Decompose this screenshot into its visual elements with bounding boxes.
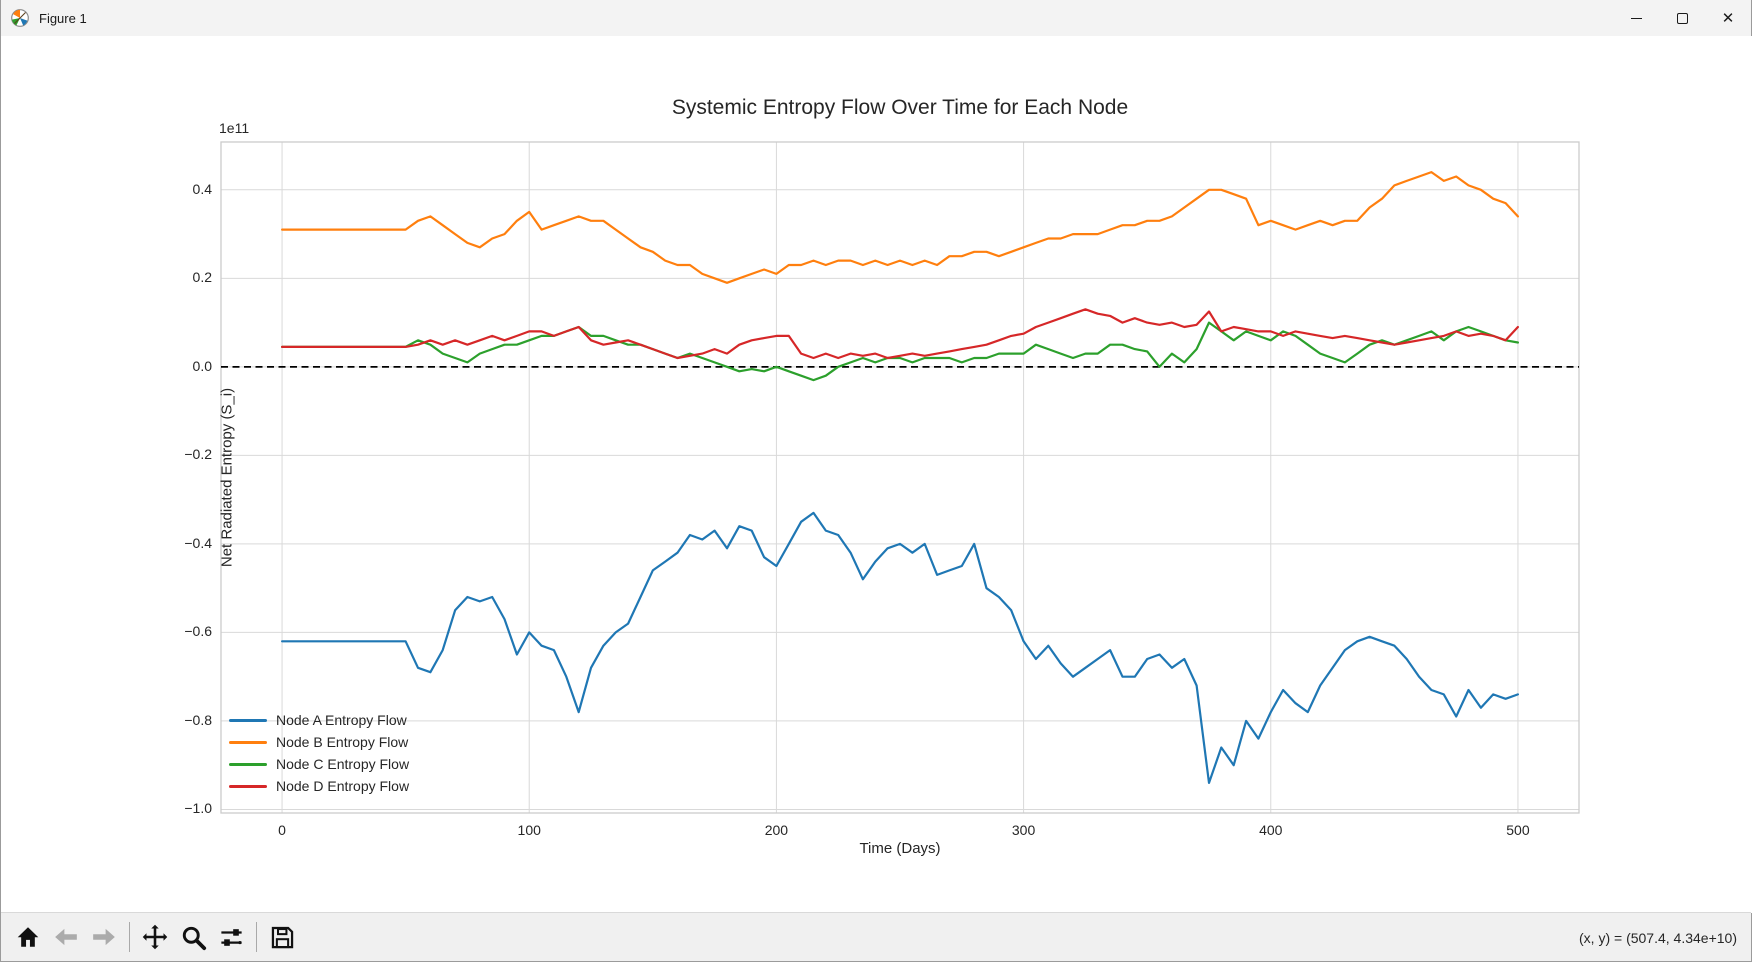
legend-item: Node C Entropy Flow — [229, 753, 409, 775]
toolbar-separator — [256, 922, 257, 952]
series-line-node-c-entropy-flow — [281, 321, 1520, 382]
x-tick-label: 500 — [1506, 822, 1530, 838]
toolbar-separator — [129, 922, 130, 952]
y-tick-label: −1.0 — [184, 800, 212, 817]
minimize-icon — [1630, 17, 1642, 19]
y-tick-label: 0.4 — [192, 180, 212, 197]
legend-item: Node A Entropy Flow — [229, 709, 409, 731]
x-tick-label: 100 — [517, 822, 541, 838]
back-button[interactable] — [49, 920, 83, 954]
sliders-icon — [220, 928, 242, 946]
series-line-node-a-entropy-flow — [281, 511, 1520, 785]
configure-subplots-button[interactable] — [214, 920, 248, 954]
chart-legend: Node A Entropy Flow Node B Entropy Flow No… — [229, 709, 409, 797]
forward-arrow-icon — [93, 928, 115, 946]
home-button[interactable] — [11, 920, 45, 954]
legend-item: Node D Entropy Flow — [229, 775, 409, 797]
x-tick-label: 400 — [1259, 822, 1283, 838]
figure-canvas[interactable]: Systemic Entropy Flow Over Time for Each… — [1, 36, 1752, 913]
cursor-coordinates-readout: (x, y) = (507.4, 4.34e+10) — [1579, 929, 1737, 946]
y-tick-label: −0.8 — [184, 711, 212, 728]
plot-border — [220, 141, 1580, 814]
y-tick-label: −0.4 — [184, 534, 212, 551]
entropy-flow-chart[interactable] — [1, 36, 1752, 913]
home-icon — [17, 927, 39, 947]
y-axis-label: Net Radiated Entropy (S_i) — [218, 387, 236, 568]
close-icon: ✕ — [1721, 8, 1735, 27]
close-button[interactable]: ✕ — [1705, 0, 1751, 36]
matplotlib-logo-icon — [11, 9, 29, 27]
maximize-button[interactable] — [1659, 0, 1705, 36]
window-title: Figure 1 — [39, 10, 87, 26]
save-floppy-icon — [271, 926, 293, 948]
legend-label: Node C Entropy Flow — [276, 756, 410, 772]
maximize-icon — [1676, 12, 1688, 24]
back-arrow-icon — [55, 928, 77, 946]
window-titlebar[interactable]: Figure 1 ✕ — [1, 0, 1751, 36]
series-line-node-b-entropy-flow — [281, 171, 1520, 284]
y-tick-label: 0.0 — [192, 357, 212, 374]
y-tick-label: −0.6 — [184, 623, 212, 640]
legend-line-swatch — [229, 784, 267, 788]
legend-label: Node A Entropy Flow — [276, 712, 407, 728]
x-tick-label: 200 — [764, 822, 789, 838]
save-button[interactable] — [265, 920, 299, 954]
forward-button[interactable] — [87, 920, 121, 954]
legend-item: Node B Entropy Flow — [229, 731, 409, 753]
minimize-button[interactable] — [1613, 0, 1659, 36]
legend-line-swatch — [229, 762, 267, 766]
legend-line-swatch — [229, 718, 267, 722]
zoom-button[interactable] — [176, 920, 210, 954]
x-tick-label: 300 — [1011, 822, 1036, 838]
x-tick-label: 0 — [278, 822, 286, 838]
legend-label: Node D Entropy Flow — [276, 778, 410, 794]
zoom-magnifier-icon — [182, 926, 206, 950]
navigation-toolbar: (x, y) = (507.4, 4.34e+10) — [1, 912, 1751, 961]
series-line-node-d-entropy-flow — [281, 308, 1520, 360]
chart-title: Systemic Entropy Flow Over Time for Each… — [671, 96, 1129, 119]
pan-icon — [142, 924, 168, 950]
x-axis-label: Time (Days) — [859, 840, 941, 857]
legend-line-swatch — [229, 740, 267, 744]
y-axis-offset-label: 1e11 — [219, 120, 250, 136]
y-tick-label: 0.2 — [192, 269, 212, 286]
pan-button[interactable] — [138, 920, 172, 954]
y-tick-label: −0.2 — [184, 446, 212, 463]
legend-label: Node B Entropy Flow — [276, 734, 409, 750]
